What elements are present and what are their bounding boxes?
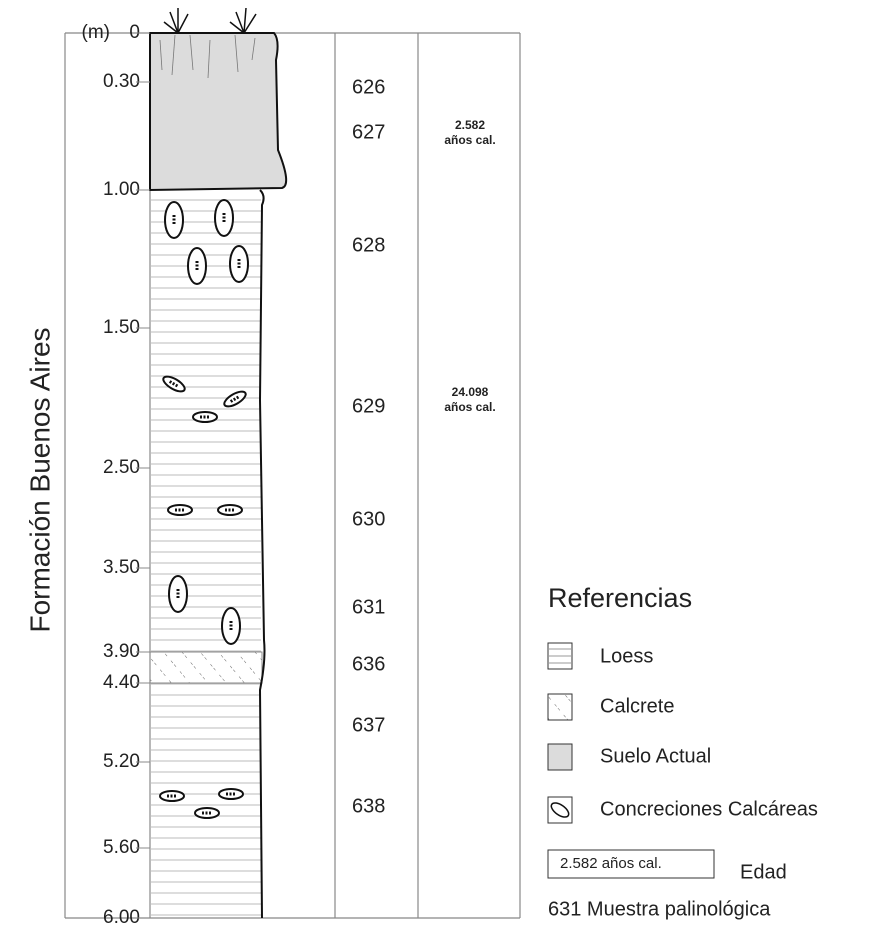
concretion bbox=[168, 505, 192, 515]
legend-age-label: Edad bbox=[740, 861, 787, 883]
legend-sample-example: 631 Muestra palinológica bbox=[548, 898, 771, 920]
depth-label: 5.20 bbox=[103, 751, 140, 772]
concretion bbox=[169, 576, 187, 612]
concretion bbox=[193, 412, 217, 422]
sample-number: 626 bbox=[352, 76, 385, 98]
depth-label: 2.50 bbox=[103, 457, 140, 478]
grass bbox=[164, 8, 256, 33]
depth-label: 1.00 bbox=[103, 179, 140, 200]
concretion bbox=[165, 202, 183, 238]
concretion bbox=[222, 608, 240, 644]
sample-number: 636 bbox=[352, 653, 385, 675]
sample-number: 637 bbox=[352, 714, 385, 736]
concretion bbox=[222, 389, 248, 410]
concretion bbox=[215, 200, 233, 236]
concretion bbox=[195, 808, 219, 818]
sample-number: 628 bbox=[352, 234, 385, 256]
age-unit: años cal. bbox=[444, 400, 495, 414]
depth-unit: (m) bbox=[82, 22, 110, 43]
soil-layer bbox=[150, 33, 286, 190]
sample-number: 629 bbox=[352, 395, 385, 417]
legend-item: Calcrete bbox=[600, 695, 674, 717]
depth-label: 3.90 bbox=[103, 641, 140, 662]
concretion bbox=[230, 246, 248, 282]
depth-label: 4.40 bbox=[103, 672, 140, 693]
calcrete-layer bbox=[150, 652, 262, 683]
stratigraphic-column: Formación Buenos Aires (m) Referencias L… bbox=[0, 0, 874, 930]
sample-number: 631 bbox=[352, 596, 385, 618]
concretion bbox=[218, 505, 242, 515]
depth-label: 1.50 bbox=[103, 317, 140, 338]
sample-number: 630 bbox=[352, 508, 385, 530]
sample-number: 627 bbox=[352, 121, 385, 143]
depth-label: 0.30 bbox=[103, 71, 140, 92]
depth-label: 3.50 bbox=[103, 557, 140, 578]
age-value: 2.582 bbox=[455, 118, 485, 132]
legend-item: Concreciones Calcáreas bbox=[600, 798, 818, 820]
age-unit: años cal. bbox=[444, 133, 495, 147]
legend: Referencias Loess Calcrete Suelo Actual Con… bbox=[548, 583, 818, 920]
concretion bbox=[160, 791, 184, 801]
sample-number: 638 bbox=[352, 795, 385, 817]
legend-title: Referencias bbox=[548, 583, 692, 613]
depth-label: 6.00 bbox=[103, 907, 140, 928]
legend-item: Loess bbox=[600, 645, 653, 667]
concretions bbox=[160, 200, 248, 818]
concretion bbox=[188, 248, 206, 284]
legend-age-example: 2.582 años cal. bbox=[560, 855, 662, 872]
concretion bbox=[161, 374, 187, 395]
depth-label: 5.60 bbox=[103, 837, 140, 858]
concretion bbox=[219, 789, 243, 799]
formation-title: Formación Buenos Aires bbox=[24, 327, 55, 632]
legend-item: Suelo Actual bbox=[600, 745, 711, 767]
age-value: 24.098 bbox=[452, 385, 489, 399]
column-edge bbox=[260, 190, 265, 918]
